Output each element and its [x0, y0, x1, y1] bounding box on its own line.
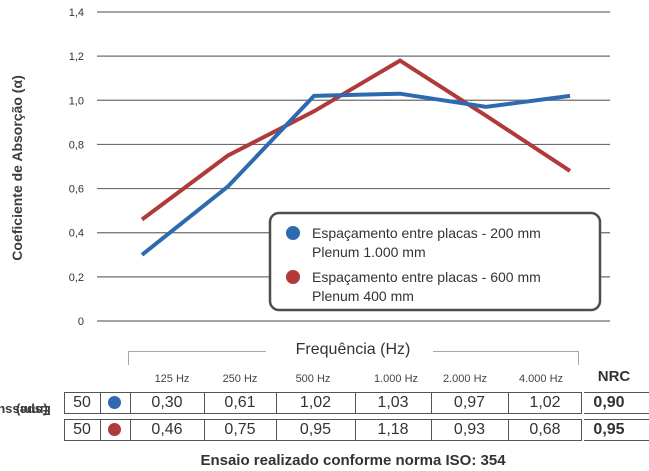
y-tick-label: 1,2 — [69, 51, 84, 63]
frequency-label: 125 Hz — [154, 373, 190, 385]
series-line-1 — [140, 91, 571, 257]
value-cell: 0,93 — [453, 421, 486, 438]
legend-box — [268, 211, 602, 312]
table-cell-divider — [204, 392, 205, 414]
frequency-label: 1.000 Hz — [373, 373, 419, 385]
value-cell: 1,18 — [377, 421, 409, 438]
legend: Espaçamento entre placas - 200 mm Plenum… — [268, 211, 602, 312]
nrc-cell-box — [584, 419, 649, 441]
table-cell-divider — [355, 392, 356, 414]
frequency-bracket-left — [128, 351, 266, 352]
thickness-header: Espessura(mm) — [0, 370, 51, 450]
table-row — [64, 392, 582, 414]
legend-series-1-line2: Plenum 1.000 mm — [312, 244, 426, 260]
value-cell: 0,68 — [529, 421, 561, 438]
value-cell: 1,03 — [377, 394, 409, 411]
table-cell-divider — [276, 419, 277, 441]
frequency-bracket-right-tick — [578, 351, 579, 365]
thickness-cell: 50 — [73, 421, 91, 438]
table-cell-divider — [431, 392, 432, 414]
value-cell: 0,97 — [453, 394, 486, 411]
y-tick-label: 0 — [78, 316, 84, 328]
absorption-line-chart: 0 0,2 0,4 0,6 0,8 1,0 1,2 1,4 Coeficiente de Ab… — [9, 7, 610, 328]
table-cell-divider — [100, 392, 101, 414]
legend-marker-blue — [286, 226, 300, 240]
nrc-value: 0,90 — [593, 394, 625, 411]
thickness-header-line2: (mm) — [16, 403, 48, 418]
y-tick-label: 0,6 — [69, 184, 84, 196]
y-tick-labels: 0 0,2 0,4 0,6 0,8 1,0 1,2 1,4 — [69, 7, 84, 328]
table-cell-divider — [130, 419, 131, 441]
table-cell-divider — [276, 392, 277, 414]
value-cell: 0,30 — [151, 394, 183, 411]
table-cell-divider — [100, 419, 101, 441]
legend-series-1-line1: Espaçamento entre placas - 200 mm — [312, 225, 541, 241]
legend-series-2-line2: Plenum 400 mm — [312, 288, 414, 304]
table-cell-divider — [431, 419, 432, 441]
footnote: Ensaio realizado conforme norma ISO: 354 — [200, 452, 506, 469]
legend-marker-red — [286, 270, 300, 284]
y-tick-label: 0,2 — [69, 272, 84, 284]
value-cell: 1,02 — [529, 394, 561, 411]
frequency-label: 250 Hz — [222, 373, 258, 385]
value-cell: 1,02 — [299, 394, 332, 411]
table-cell-divider — [508, 392, 509, 414]
frequency-label: 500 Hz — [295, 373, 331, 385]
nrc-value: 0,95 — [593, 421, 625, 438]
thickness-cell: 50 — [73, 394, 91, 411]
frequency-label: 2.000 Hz — [442, 373, 488, 385]
y-tick-label: 0,4 — [69, 228, 84, 240]
value-cell: 0,46 — [151, 421, 183, 438]
y-tick-label: 1,4 — [69, 7, 84, 19]
series-lines — [140, 58, 572, 257]
value-cell: 0,95 — [299, 421, 332, 438]
y-tick-label: 1,0 — [69, 95, 84, 107]
nrc-header: NRC — [597, 368, 631, 385]
frequency-title: Frequência (Hz) — [128, 341, 578, 359]
legend-series-2-line1: Espaçamento entre placas - 600 mm — [312, 269, 541, 285]
frequency-label: 4.000 Hz — [518, 373, 564, 385]
y-tick-label: 0,8 — [69, 139, 84, 151]
value-cell: 0,75 — [224, 421, 256, 438]
frequency-bracket-right — [433, 351, 578, 352]
table-cell-divider — [130, 392, 131, 414]
frequency-bracket-left-tick — [128, 351, 129, 365]
table-cell-divider — [204, 419, 205, 441]
series-color-dot — [108, 396, 121, 409]
table-row — [64, 419, 582, 441]
series-color-dot — [108, 423, 121, 436]
value-cell: 0,61 — [224, 394, 256, 411]
series-line-2 — [140, 58, 572, 222]
nrc-cell-box — [584, 392, 649, 414]
table-cell-divider — [508, 419, 509, 441]
table-cell-divider — [355, 419, 356, 441]
y-axis-label: Coeficiente de Absorção (α) — [9, 75, 25, 260]
